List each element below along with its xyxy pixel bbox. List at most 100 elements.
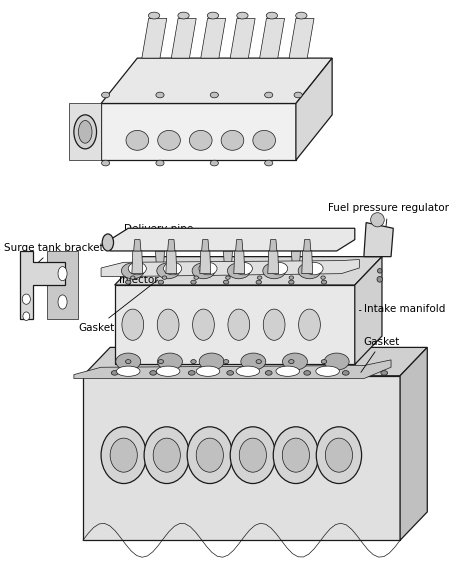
Ellipse shape [234,262,252,275]
Ellipse shape [265,370,272,375]
Ellipse shape [264,92,273,98]
Polygon shape [296,58,332,160]
Polygon shape [268,251,279,274]
Text: Surge tank bracket: Surge tank bracket [4,243,103,263]
Ellipse shape [110,438,137,472]
Ellipse shape [116,353,141,370]
Ellipse shape [199,262,217,275]
Ellipse shape [316,427,362,483]
Ellipse shape [377,268,382,273]
Polygon shape [101,104,296,160]
Ellipse shape [227,370,234,375]
Ellipse shape [156,92,164,98]
Ellipse shape [101,92,109,98]
Polygon shape [101,259,359,276]
Polygon shape [168,239,175,251]
Ellipse shape [199,353,224,370]
Polygon shape [292,251,301,265]
Ellipse shape [58,295,67,309]
Polygon shape [364,223,393,256]
Ellipse shape [236,366,260,376]
Polygon shape [302,251,313,274]
Ellipse shape [237,12,248,19]
Ellipse shape [381,370,388,375]
Polygon shape [234,251,245,274]
Ellipse shape [157,309,179,340]
Polygon shape [142,18,167,58]
Polygon shape [19,251,65,319]
Ellipse shape [126,280,131,284]
Polygon shape [303,239,311,251]
Ellipse shape [162,276,167,279]
Polygon shape [83,347,427,376]
Ellipse shape [196,438,223,472]
Ellipse shape [78,120,92,143]
Ellipse shape [23,312,30,320]
Ellipse shape [294,92,302,98]
Polygon shape [132,251,143,274]
Polygon shape [355,256,382,364]
Polygon shape [166,251,177,274]
Polygon shape [171,18,196,58]
Polygon shape [115,256,382,285]
Ellipse shape [191,360,196,364]
Ellipse shape [342,370,349,375]
Text: Fuel pressure regulator: Fuel pressure regulator [328,203,448,238]
Ellipse shape [150,370,156,375]
Ellipse shape [158,360,164,364]
Ellipse shape [156,160,164,166]
Polygon shape [230,18,255,58]
Ellipse shape [210,92,219,98]
Ellipse shape [257,276,262,279]
Ellipse shape [263,309,285,340]
Ellipse shape [148,12,160,19]
Ellipse shape [264,160,273,166]
Ellipse shape [289,360,294,364]
Ellipse shape [223,360,229,364]
Ellipse shape [192,263,215,279]
Ellipse shape [239,438,266,472]
Ellipse shape [128,262,146,275]
Ellipse shape [210,160,219,166]
Ellipse shape [191,280,196,284]
Ellipse shape [377,276,383,282]
Text: Gasket: Gasket [361,337,400,372]
Ellipse shape [122,309,144,340]
Polygon shape [74,360,391,378]
Ellipse shape [101,427,146,483]
Ellipse shape [117,366,140,376]
Ellipse shape [321,276,325,279]
Polygon shape [69,104,101,160]
Ellipse shape [321,280,327,284]
Polygon shape [201,18,226,58]
Ellipse shape [283,438,310,472]
Polygon shape [83,376,400,540]
Ellipse shape [276,366,300,376]
Text: Intake manifold: Intake manifold [359,304,445,315]
Ellipse shape [321,360,327,364]
Ellipse shape [111,370,118,375]
Polygon shape [115,285,355,364]
Ellipse shape [253,131,275,150]
Polygon shape [134,239,141,251]
Ellipse shape [157,353,182,370]
Ellipse shape [164,262,182,275]
Ellipse shape [228,309,250,340]
Polygon shape [236,239,243,251]
Polygon shape [110,228,355,251]
Ellipse shape [298,263,321,279]
Ellipse shape [130,276,135,279]
Ellipse shape [126,131,149,150]
Polygon shape [289,18,314,58]
Ellipse shape [101,160,109,166]
Text: Injector: Injector [119,261,171,286]
Ellipse shape [192,309,214,340]
Polygon shape [400,347,427,540]
Polygon shape [200,251,211,274]
Ellipse shape [188,370,195,375]
Ellipse shape [241,353,266,370]
Text: Gasket: Gasket [78,280,158,332]
Ellipse shape [187,427,232,483]
Polygon shape [260,18,284,58]
Ellipse shape [223,280,229,284]
